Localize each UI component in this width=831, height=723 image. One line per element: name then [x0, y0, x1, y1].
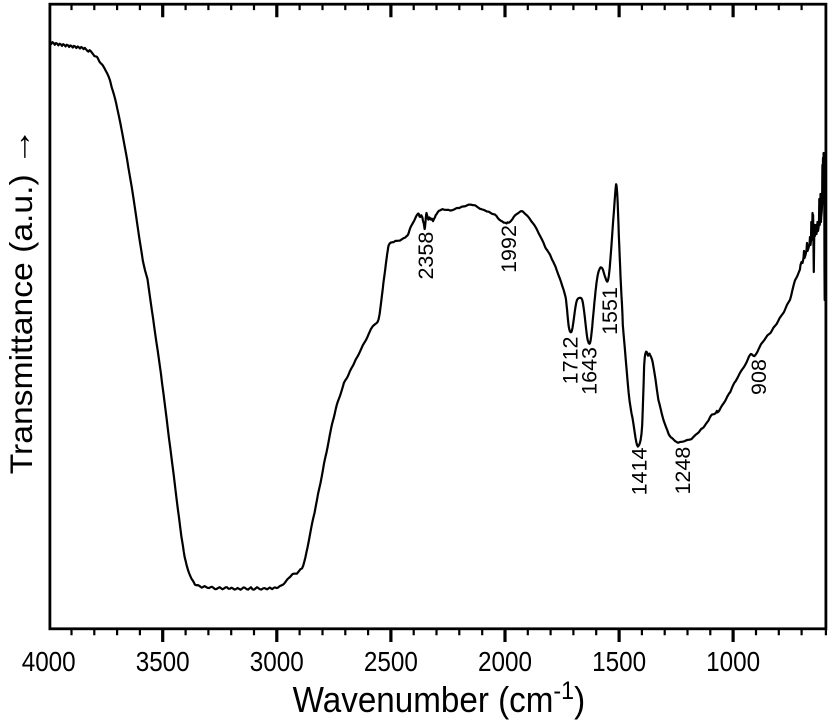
svg-text:2358: 2358	[414, 232, 438, 280]
svg-text:→: →	[1, 128, 38, 166]
svg-text:1643: 1643	[578, 347, 602, 395]
svg-text:1712: 1712	[559, 336, 583, 384]
svg-text:3500: 3500	[136, 646, 190, 677]
svg-text:1992: 1992	[497, 225, 521, 273]
svg-text:1248: 1248	[671, 447, 695, 495]
svg-text:4000: 4000	[22, 646, 76, 677]
svg-text:2000: 2000	[478, 646, 532, 677]
svg-text:2500: 2500	[364, 646, 418, 677]
svg-text:Wavenumber (cm-1): Wavenumber (cm-1)	[293, 677, 586, 720]
svg-text:908: 908	[747, 359, 771, 395]
svg-text:1551: 1551	[598, 287, 622, 335]
svg-text:1000: 1000	[706, 646, 760, 677]
svg-text:1414: 1414	[627, 448, 651, 496]
svg-text:1500: 1500	[592, 646, 646, 677]
svg-text:3000: 3000	[250, 646, 304, 677]
svg-text:Transmittance (a.u.): Transmittance (a.u.)	[4, 174, 40, 474]
